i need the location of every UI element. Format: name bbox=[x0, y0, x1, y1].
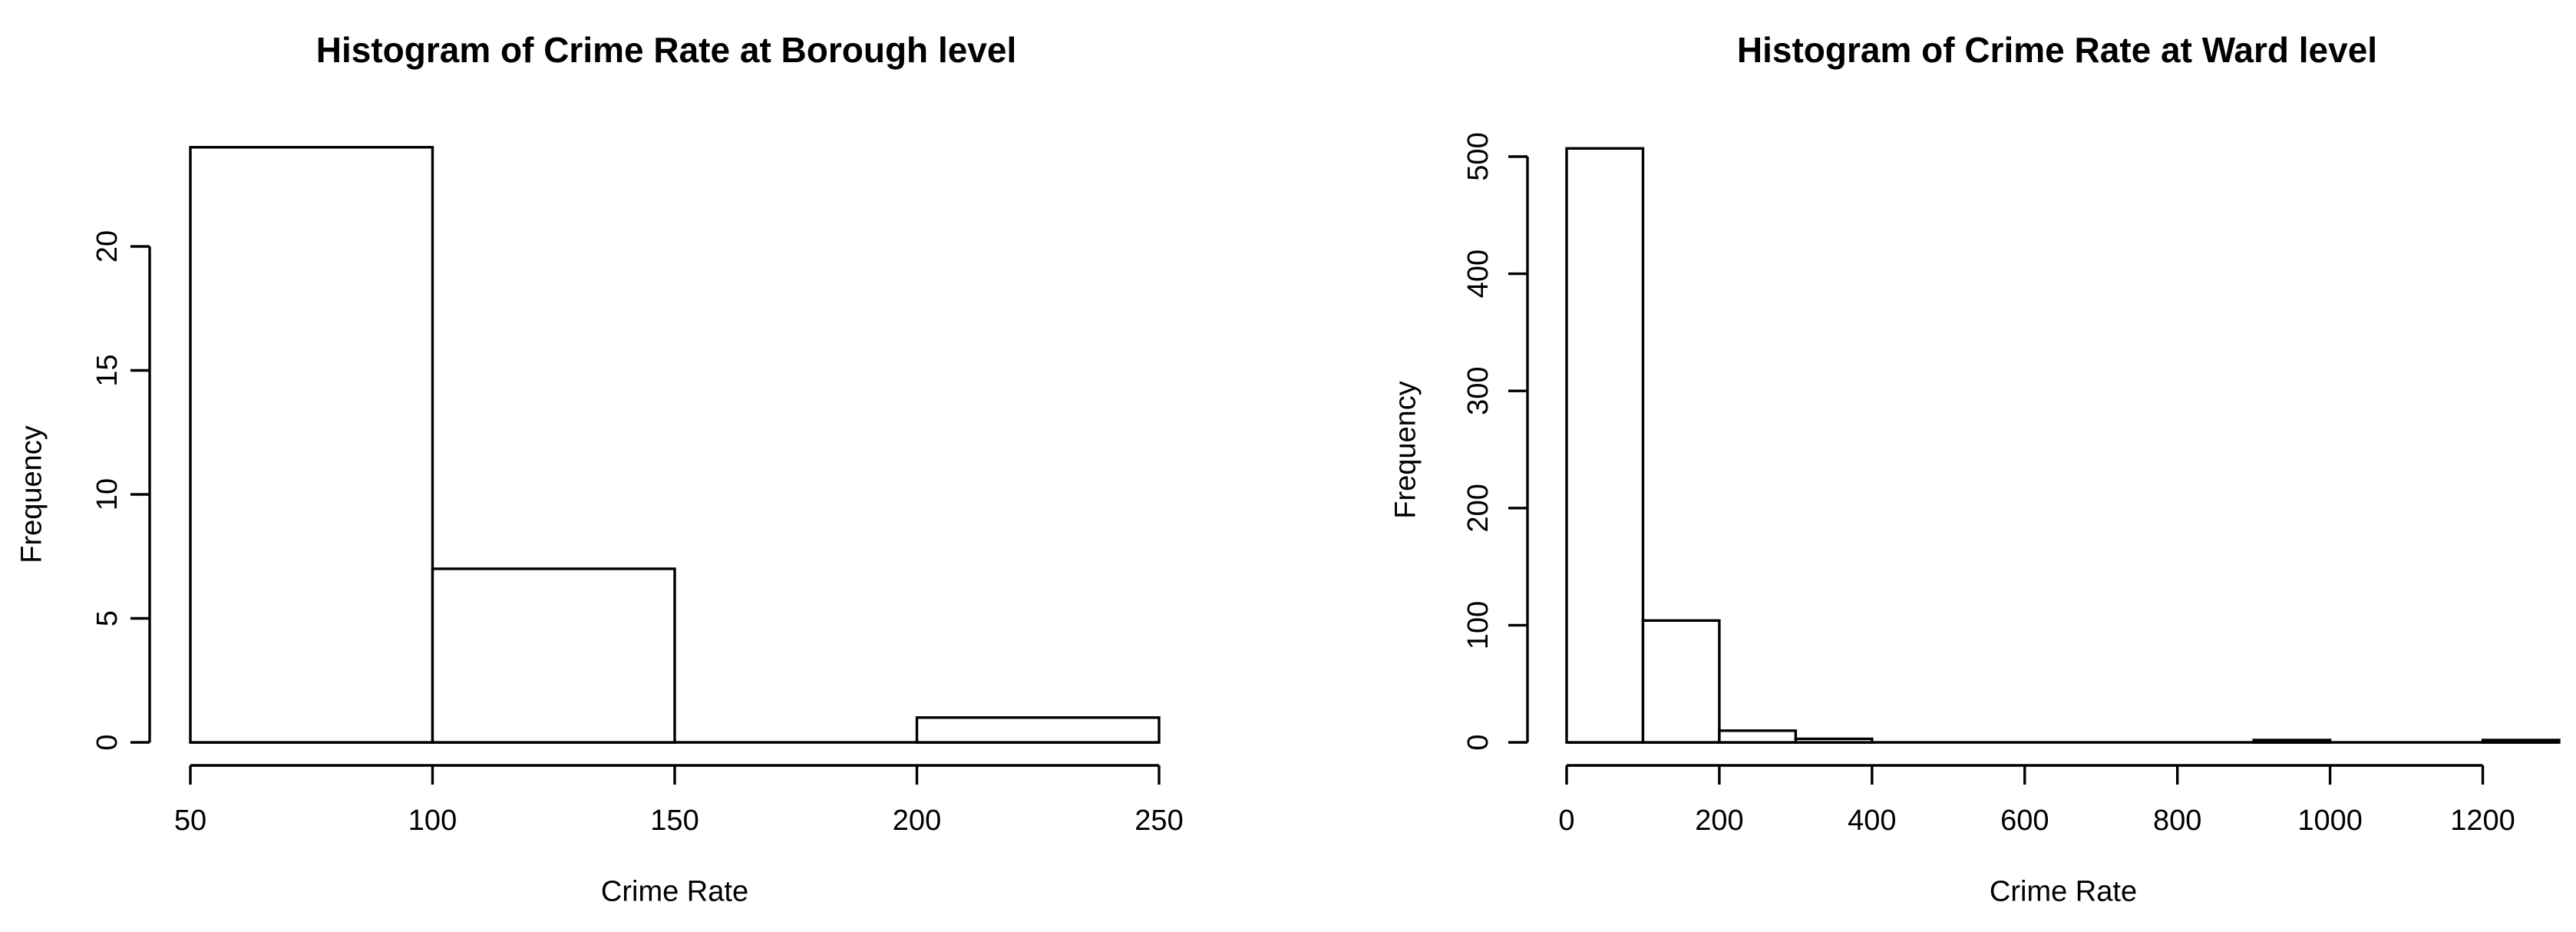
y-tick-label: 0 bbox=[91, 734, 124, 750]
y-axis-label: Frequency bbox=[1389, 381, 1422, 519]
x-tick-label: 200 bbox=[893, 805, 941, 837]
histogram-borough-level: 0 5 10 15 20 50 100 150 200 250 Histogram of Crim… bbox=[15, 30, 1184, 908]
y-tick-label: 15 bbox=[91, 354, 124, 386]
y-tick-label: 20 bbox=[91, 230, 124, 263]
histogram-bar bbox=[431, 567, 676, 744]
y-tick-label: 200 bbox=[1462, 484, 1494, 532]
x-tick-label: 100 bbox=[408, 805, 457, 837]
x-tick-label: 1000 bbox=[2297, 805, 2363, 837]
histogram-ward-plot-area: 0 100 200 300 400 500 0 200 400 600 800 1000 1200 bbox=[1462, 132, 2561, 837]
y-tick-label: 300 bbox=[1462, 366, 1494, 415]
histogram-bar bbox=[1641, 619, 1721, 744]
histogram-bar bbox=[2252, 739, 2332, 744]
y-tick-label: 10 bbox=[91, 478, 124, 511]
x-tick-label: 800 bbox=[2153, 805, 2201, 837]
x-axis-label: Crime Rate bbox=[600, 875, 749, 908]
chart-title: Histogram of Crime Rate at Borough level bbox=[315, 30, 1017, 70]
histogram-bar bbox=[1718, 729, 1798, 744]
chart-title: Histogram of Crime Rate at Ward level bbox=[1736, 30, 2378, 70]
histogram-ward-level: 0 100 200 300 400 500 0 200 400 600 800 1000 1200 Hi… bbox=[1288, 0, 2576, 932]
x-tick-label: 1200 bbox=[2450, 805, 2515, 837]
x-tick-label: 250 bbox=[1134, 805, 1183, 837]
y-tick-label: 5 bbox=[91, 610, 124, 626]
y-tick-label: 0 bbox=[1462, 734, 1494, 750]
histogram-borough-plot-area: 0 5 10 15 20 50 100 150 200 250 bbox=[91, 146, 1184, 837]
x-tick-label: 50 bbox=[174, 805, 206, 837]
histogram-bar bbox=[1565, 147, 1645, 744]
histogram-bar bbox=[2481, 739, 2561, 744]
x-tick-label: 600 bbox=[2000, 805, 2049, 837]
x-axis-label: Crime Rate bbox=[1989, 875, 2138, 908]
y-tick-label: 400 bbox=[1462, 250, 1494, 298]
histogram-bar bbox=[189, 146, 434, 744]
x-tick-label: 0 bbox=[1558, 805, 1574, 837]
histogram-bar bbox=[915, 716, 1161, 744]
y-axis-label: Frequency bbox=[15, 425, 48, 563]
x-tick-label: 150 bbox=[650, 805, 698, 837]
y-tick-label: 100 bbox=[1462, 601, 1494, 649]
y-tick-label: 500 bbox=[1462, 132, 1494, 180]
x-tick-label: 200 bbox=[1695, 805, 1743, 837]
x-tick-label: 400 bbox=[1848, 805, 1896, 837]
histogram-bar bbox=[1794, 737, 1874, 744]
